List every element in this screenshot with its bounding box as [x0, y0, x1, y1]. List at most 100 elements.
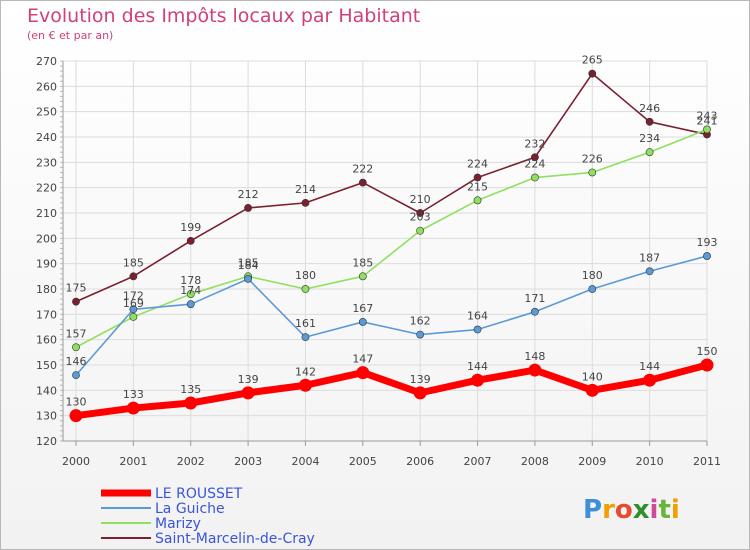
data-point: [358, 272, 367, 281]
data-point: [413, 386, 427, 400]
data-point: [531, 307, 539, 316]
data-point: [72, 297, 80, 306]
data-point: [588, 168, 597, 177]
data-label: 142: [295, 365, 316, 378]
data-point: [473, 196, 482, 205]
logo-letter: r: [602, 495, 615, 525]
data-label: 167: [352, 302, 373, 315]
x-tick-label: 2010: [636, 455, 664, 468]
x-tick-label: 2000: [62, 455, 90, 468]
data-point: [301, 198, 310, 207]
y-tick-label: 220: [36, 182, 57, 195]
data-label: 222: [352, 163, 373, 176]
data-label: 224: [524, 158, 545, 171]
y-tick-label: 240: [36, 131, 57, 144]
series-line: [75, 128, 708, 348]
logo-letter: i: [650, 495, 659, 525]
data-label: 174: [180, 284, 201, 297]
data-point: [358, 178, 367, 187]
y-tick-label: 160: [36, 334, 57, 347]
data-label: 203: [410, 211, 431, 224]
data-point: [126, 401, 140, 415]
data-label: 150: [697, 345, 718, 358]
data-point: [129, 305, 138, 314]
series-line: [75, 255, 708, 376]
data-label: 180: [295, 269, 316, 282]
data-label: 193: [697, 236, 718, 249]
x-tick-label: 2004: [291, 455, 319, 468]
series-line: [75, 72, 708, 303]
data-label: 147: [352, 353, 373, 366]
data-label: 144: [467, 360, 488, 373]
data-label: 243: [697, 109, 718, 122]
proxiti-logo: Proxiti: [583, 495, 680, 525]
data-point: [72, 371, 80, 380]
x-tick-label: 2008: [521, 455, 549, 468]
y-tick-label: 120: [36, 435, 57, 448]
data-label: 246: [639, 102, 660, 115]
data-label: 199: [180, 221, 201, 234]
data-label: 214: [295, 183, 316, 196]
y-tick-label: 230: [36, 156, 57, 169]
data-label: 184: [238, 259, 259, 272]
data-label: 185: [238, 256, 259, 269]
data-labels: 175 185 199 212 214 222 210 224 232 265 246 241 157 1…: [66, 54, 718, 409]
chart-title: Evolution des Impôts locaux par Habitant: [27, 5, 421, 27]
data-point: [473, 325, 482, 334]
data-label: 232: [524, 137, 545, 150]
data-label: 140: [582, 370, 603, 383]
data-point: [643, 373, 657, 387]
data-point: [129, 272, 138, 281]
data-label: 133: [123, 388, 144, 401]
x-tick-label: 2011: [693, 455, 721, 468]
y-tick-label: 210: [36, 207, 57, 220]
x-tick-label: 2002: [177, 455, 205, 468]
data-label: 164: [467, 310, 488, 323]
data-label: 224: [467, 158, 488, 171]
data-label: 234: [639, 132, 660, 145]
data-point: [301, 333, 310, 342]
data-point: [416, 209, 425, 217]
data-point: [645, 117, 654, 126]
data-point: [244, 274, 252, 283]
y-tick-label: 170: [36, 308, 57, 321]
data-label: 172: [123, 289, 144, 302]
y-tick-label: 250: [36, 106, 57, 119]
data-label: 146: [66, 355, 87, 368]
data-point: [700, 358, 714, 372]
data-label: 187: [639, 251, 660, 264]
data-label: 130: [66, 396, 87, 409]
data-label: 139: [238, 373, 259, 386]
data-label: 226: [582, 152, 603, 165]
logo-letter: P: [583, 495, 602, 525]
data-point: [129, 312, 138, 321]
data-label: 185: [352, 256, 373, 269]
data-label: 148: [524, 350, 545, 363]
x-tick-label: 2007: [464, 455, 492, 468]
y-tick-label: 180: [36, 283, 57, 296]
data-point: [298, 378, 312, 392]
y-tick-label: 270: [36, 55, 57, 68]
logo-letter: o: [615, 495, 633, 525]
data-label: 144: [639, 360, 660, 373]
data-point: [186, 236, 195, 245]
y-tick-label: 190: [36, 258, 57, 271]
data-label: 171: [524, 292, 545, 305]
data-label: 241: [697, 114, 718, 127]
data-point: [471, 373, 485, 387]
data-point: [531, 153, 539, 162]
data-label: 212: [238, 188, 259, 201]
data-point: [301, 285, 310, 293]
data-label: 215: [467, 180, 488, 193]
data-point: [588, 69, 597, 78]
axes: 120 130 140 150 160 170 180 190 200 210 220 230 240 2…: [36, 55, 721, 468]
y-tick-label: 130: [36, 410, 57, 423]
x-tick-label: 2001: [119, 455, 147, 468]
data-label: 175: [66, 282, 87, 295]
gridlines: [63, 60, 708, 442]
data-point: [244, 204, 252, 212]
data-point: [416, 330, 425, 339]
data-label: 135: [180, 383, 201, 396]
